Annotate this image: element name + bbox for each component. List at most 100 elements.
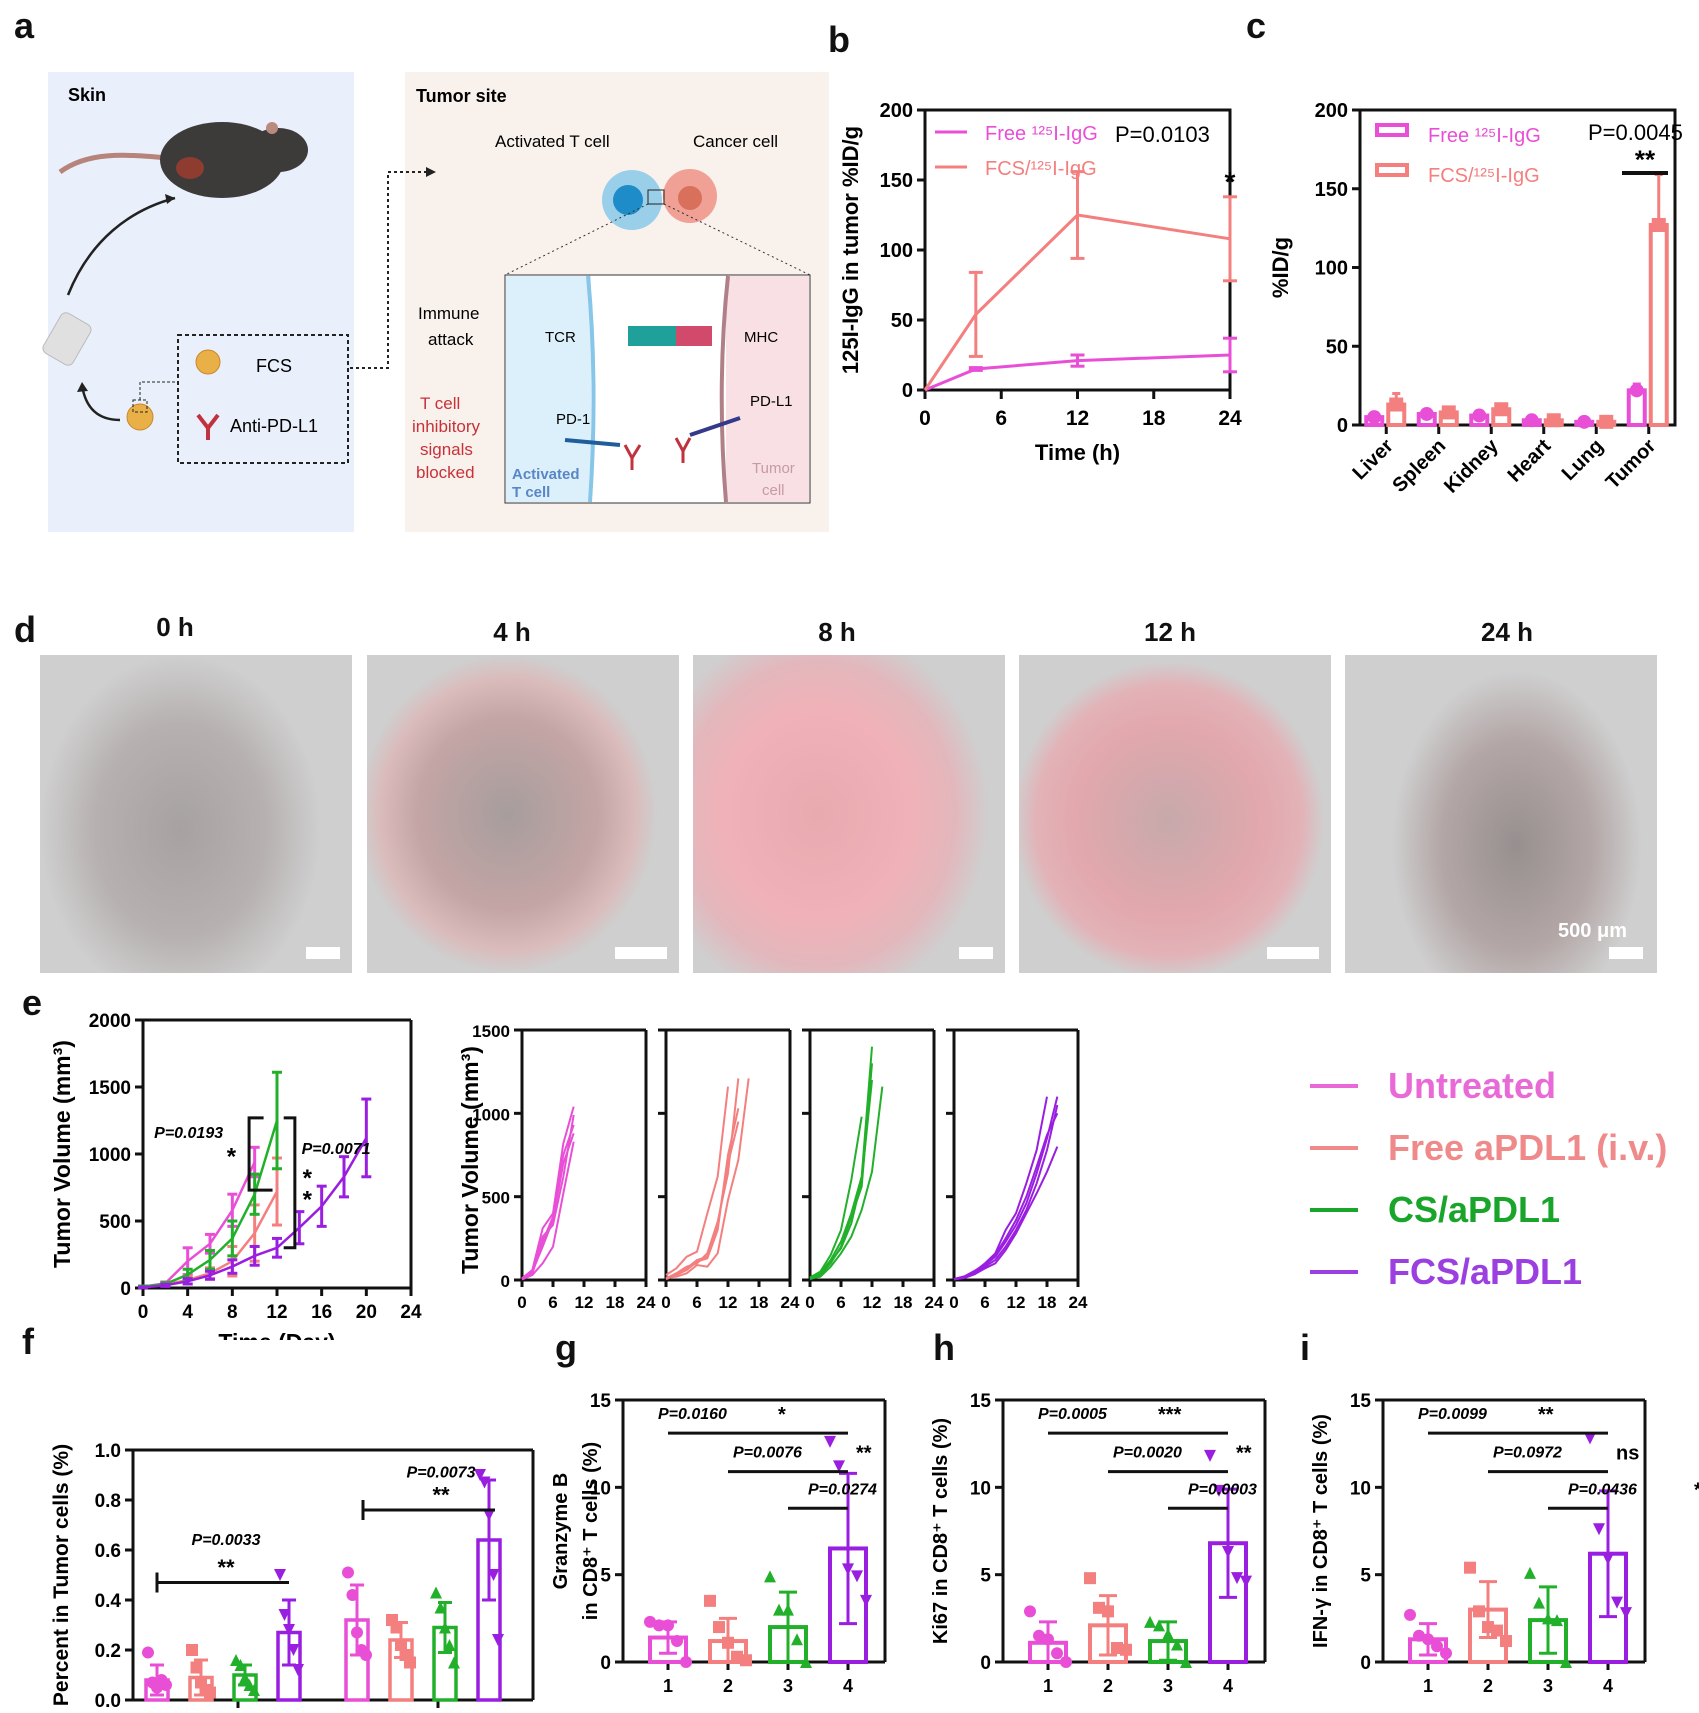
y-tick-label: 2000	[89, 1011, 131, 1032]
individual-curve	[809, 1086, 884, 1280]
data-point	[671, 1635, 683, 1648]
x-tick-label: 0	[805, 1293, 814, 1312]
x-tick-label: 4	[182, 1302, 193, 1323]
timepoint-8h: 8 h	[818, 617, 856, 647]
legend-label: Untreated	[1388, 1065, 1557, 1106]
p-value: P=0.0045	[1588, 120, 1683, 145]
x-tick-label: 18	[1142, 407, 1166, 430]
x-tick-label: 6	[692, 1293, 701, 1312]
bracket	[283, 1116, 297, 1250]
x-tick-label: 2	[1103, 1676, 1113, 1696]
data-point	[782, 1603, 794, 1616]
fcs-icon	[195, 349, 221, 375]
data-point	[1144, 1615, 1156, 1628]
y-tick-label: 10	[970, 1478, 991, 1499]
x-tick-label: Tumor	[1602, 435, 1661, 494]
injection-arrow	[66, 196, 176, 296]
data-point	[791, 1633, 803, 1646]
data-point	[1542, 1612, 1554, 1625]
data-point	[190, 1661, 203, 1674]
data-point	[1611, 1596, 1623, 1609]
formulation-box	[177, 334, 349, 464]
x-tick-label: 0	[919, 407, 931, 430]
x-tick-label: 1	[1043, 1676, 1053, 1696]
panel-label-g: g	[555, 1327, 577, 1368]
y-axis-label: %ID/g	[1268, 237, 1293, 298]
data-point	[704, 1594, 716, 1607]
tumor-site-title: Tumor site	[416, 86, 507, 106]
individual-curve	[665, 1086, 729, 1276]
pd1-label: PD-1	[556, 411, 590, 428]
dotted-arrow	[350, 171, 430, 369]
panel-label-b: b	[828, 19, 850, 60]
y-axis-label: in CD8⁺ T cells (%)	[580, 1442, 602, 1620]
x-tick-label: 0	[661, 1293, 670, 1312]
data-point	[1599, 414, 1614, 429]
data-point	[1422, 1633, 1434, 1646]
data-point	[842, 1563, 854, 1576]
legend-label: Free ¹²⁵I-IgG	[985, 123, 1098, 145]
data-point	[1464, 1561, 1476, 1574]
data-point	[1084, 1572, 1096, 1585]
mouse-icon	[58, 122, 308, 198]
x-tick-label: Liver	[1348, 435, 1398, 485]
significance-star: ***	[1158, 1404, 1182, 1426]
p-value: P=0.0103	[1115, 122, 1210, 147]
data-point	[1162, 1628, 1174, 1641]
fcs-particle-icon	[126, 403, 154, 431]
x-tick-label: 8	[227, 1302, 238, 1323]
data-point	[1404, 1608, 1416, 1621]
data-point	[1440, 1647, 1452, 1660]
panel-label-c: c	[1246, 5, 1267, 46]
series-line	[923, 213, 1231, 391]
p-value: P=0.0020	[1113, 1445, 1182, 1462]
data-point	[824, 1435, 836, 1448]
x-tick-label: 12	[575, 1293, 594, 1312]
fcs-label: FCS	[256, 356, 292, 376]
y-tick-label: 5	[1360, 1566, 1371, 1587]
significance-star: *	[303, 1165, 313, 1192]
legend-item-cs-apdl1: CS/aPDL1	[1310, 1179, 1667, 1241]
data-point	[430, 1586, 442, 1599]
data-point	[740, 1654, 752, 1667]
data-point	[1651, 217, 1666, 232]
data-point	[833, 1460, 845, 1473]
y-tick-label: 0.8	[95, 1491, 121, 1512]
panel-label-a: a	[14, 5, 35, 46]
legend-item-free-apdl1: Free aPDL1 (i.v.)	[1310, 1117, 1667, 1179]
x-tick-label: 3	[1543, 1676, 1553, 1696]
panel-label-d: d	[14, 609, 36, 650]
data-point	[653, 1619, 665, 1632]
p-value: P=0.0274	[808, 1481, 877, 1498]
x-tick-label: 0	[138, 1302, 149, 1323]
p-value: P=0.0003	[1188, 1481, 1257, 1498]
data-point	[713, 1621, 725, 1634]
x-tick-label: 12	[863, 1293, 882, 1312]
data-point	[1584, 1432, 1596, 1445]
data-point	[1033, 1629, 1045, 1642]
micrograph-8h	[693, 655, 1005, 973]
legend-swatch	[1310, 1208, 1358, 1212]
y-axis-label: 125I-IgG in tumor %ID/g	[838, 126, 863, 374]
individual-curve	[665, 1078, 750, 1279]
schematic-illustration: Skin Tumor site FCS Anti-PD-L1 Activated…	[42, 85, 811, 504]
y-tick-label: 150	[1315, 179, 1348, 201]
x-tick-label: 6	[995, 407, 1007, 430]
p-value: P=0.0160	[658, 1406, 727, 1423]
individual-curve	[953, 1104, 1059, 1281]
x-tick-label: 12	[1007, 1293, 1026, 1312]
scale-bar	[1609, 947, 1643, 959]
data-point	[1524, 1566, 1536, 1579]
timepoint-24h: 24 h	[1480, 617, 1534, 647]
data-point	[474, 1469, 486, 1481]
data-point	[1551, 1614, 1563, 1627]
data-point	[1389, 397, 1404, 412]
data-point	[443, 1639, 456, 1651]
timepoint-0h: 0 h	[156, 612, 194, 642]
significance-star: *	[1694, 1479, 1699, 1501]
significance-star: ns	[1616, 1443, 1639, 1465]
data-point	[492, 1634, 504, 1646]
micrograph-12h	[1019, 655, 1331, 973]
y-tick-label: 200	[1315, 100, 1348, 122]
data-point	[1546, 413, 1561, 428]
